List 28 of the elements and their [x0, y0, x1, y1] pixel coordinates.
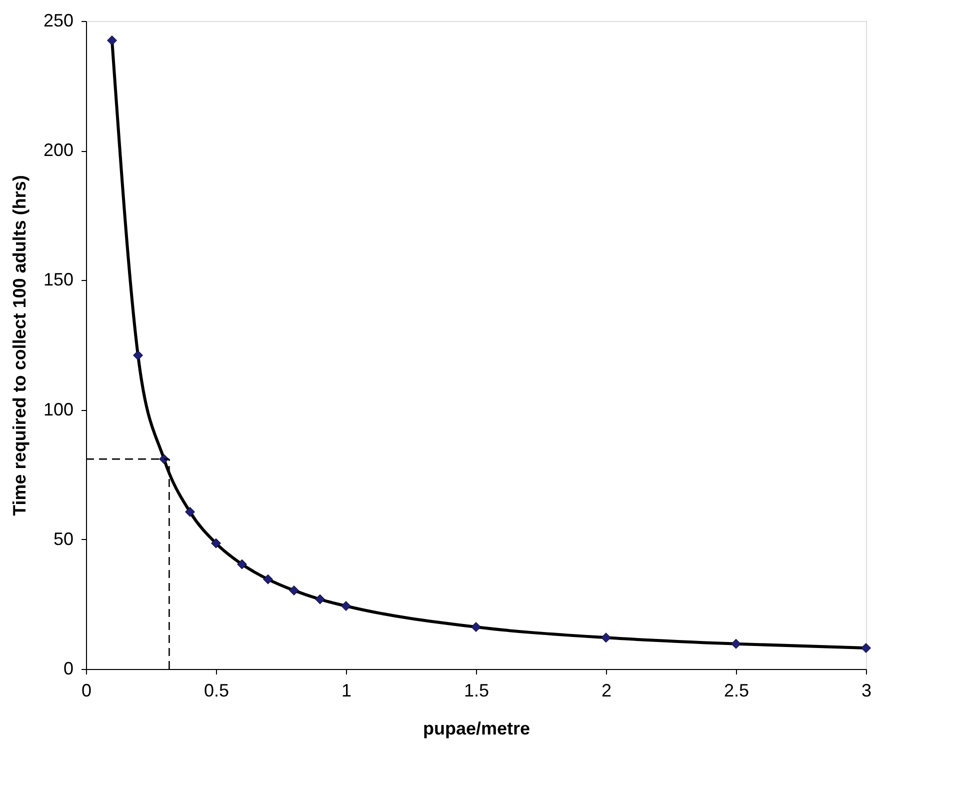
y-tick-label: 100 [43, 399, 74, 420]
point [471, 622, 481, 632]
y-tick-label: 200 [43, 140, 74, 160]
point [263, 574, 273, 584]
x-axis-title: pupae/metre [422, 718, 530, 738]
y-tick-label: 50 [53, 528, 74, 549]
point [211, 538, 221, 548]
point [107, 35, 117, 46]
x-tick-label: 0 [81, 680, 92, 700]
point [133, 350, 143, 360]
x-tick-label: 1 [341, 680, 352, 700]
x-tick-label: 0.5 [204, 680, 230, 700]
point [341, 601, 351, 612]
x-tick-label: 2.5 [724, 680, 750, 700]
x-tick-label: 1.5 [464, 680, 490, 700]
point [601, 632, 611, 643]
y-tick-label: 0 [63, 658, 74, 678]
x-tick-label: 3 [861, 680, 872, 700]
point [289, 585, 299, 596]
point [185, 506, 195, 517]
y-axis-title: Time required to collect 100 adults (hrs) [9, 175, 30, 516]
point [315, 594, 325, 604]
y-tick-label: 250 [43, 10, 74, 30]
y-tick-label: 150 [43, 270, 74, 290]
point [861, 643, 871, 653]
x-tick-label: 2 [601, 680, 612, 700]
point [731, 638, 741, 649]
point [237, 559, 247, 570]
